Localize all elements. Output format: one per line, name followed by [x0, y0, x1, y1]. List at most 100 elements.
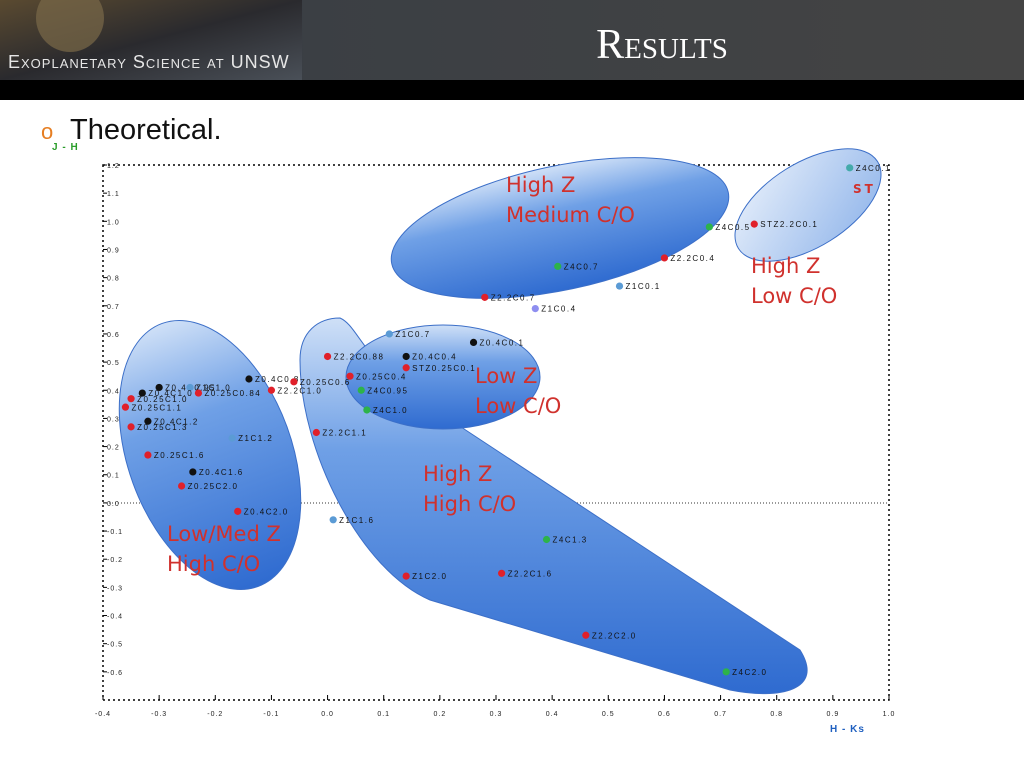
annotation: Low C/O: [751, 284, 837, 308]
slide-title: Results: [596, 22, 728, 68]
point-label: Z0.4C0.1: [480, 339, 525, 348]
point: [127, 423, 135, 431]
point: [660, 254, 669, 262]
point-label: Z0.4C2.0: [244, 507, 289, 516]
point-label: Z0.4C0.4: [412, 353, 457, 362]
point-label: Z1C1.6: [339, 516, 374, 525]
annotation: Medium C/O: [506, 203, 635, 227]
y-tick-label: 0.7: [107, 304, 120, 311]
point: [155, 383, 163, 392]
annotation: High Z: [751, 254, 820, 278]
y-tick-label: 0.2: [107, 445, 120, 452]
x-tick-label: 0.3: [490, 711, 503, 718]
point-label: Z0.4C1.6: [199, 468, 244, 477]
point: [554, 262, 562, 270]
point-label: Z0.4C0.8: [255, 375, 300, 384]
point-label: Z0.25C1.6: [154, 451, 205, 460]
point: [385, 330, 393, 338]
y-tick-label: -0.4: [107, 614, 123, 621]
x-tick-label: 0.2: [433, 711, 446, 718]
point-label: Z1C0.1: [626, 282, 661, 291]
annotation: Low C/O: [475, 394, 561, 418]
point-label: Z4C0.95: [367, 386, 408, 395]
point: [144, 417, 152, 425]
region-low-med-z-high-co: [118, 319, 302, 591]
point: [402, 572, 410, 580]
y-tick-label: 1.2: [107, 163, 120, 170]
point: [498, 569, 506, 577]
point: [846, 164, 854, 172]
point-label: Z0.25C0.84: [204, 389, 261, 398]
header-stripe: [0, 80, 1024, 100]
point: [705, 223, 713, 231]
point-label: Z1C1.2: [238, 434, 273, 443]
x-tick-label: 0.6: [658, 711, 671, 718]
point-label: Z4C0.1: [856, 164, 891, 173]
point: [245, 375, 253, 383]
point: [481, 293, 489, 301]
point-label: Z0.25C1.0: [137, 395, 188, 404]
y-tick-label: -0.2: [107, 557, 123, 564]
y-tick-label: 1.0: [107, 219, 120, 226]
y-tick-label: 1.1: [107, 191, 120, 198]
point-label: Z0.4C1.2: [154, 417, 199, 426]
point-label: Z0.25C0.4: [356, 372, 407, 381]
point: [722, 668, 730, 676]
y-tick-label: -0.3: [107, 585, 123, 592]
point-label: Z1C0.4: [541, 305, 576, 314]
annotation: ST: [853, 182, 876, 196]
annotation: High Z: [506, 173, 575, 197]
bullet-text: Theoretical.: [70, 114, 222, 146]
y-tick-label: 0.3: [107, 416, 120, 423]
point: [290, 378, 298, 386]
point: [402, 364, 410, 372]
point: [329, 516, 337, 524]
point: [357, 386, 365, 394]
point: [186, 383, 194, 392]
point: [531, 305, 539, 313]
point-label: Z4C0.5: [715, 223, 750, 232]
point-label: Z0.25C1.1: [131, 403, 182, 412]
point: [323, 352, 332, 361]
annotation: Low Z: [475, 364, 537, 388]
point-label: Z2.2C1.0: [277, 386, 322, 395]
point: [178, 482, 186, 490]
x-tick-label: 1.0: [883, 711, 896, 718]
point-label: Z0.4C1.0: [148, 389, 193, 398]
point: [346, 372, 354, 380]
point: [402, 352, 410, 361]
y-tick-label: 0.1: [107, 473, 120, 480]
point-label: Z0.25C0.6: [300, 378, 351, 387]
point: [228, 434, 236, 442]
point-label: STZ2.2C0.1: [760, 220, 818, 229]
region-high-z-medium-co: [390, 157, 730, 299]
annotation: Low/Med Z: [167, 522, 281, 546]
y-tick-label: 0.8: [107, 276, 120, 283]
point: [312, 428, 320, 437]
x-tick-label: 0.9: [826, 711, 839, 718]
point: [144, 451, 152, 459]
point-label: Z4C1.3: [553, 536, 588, 545]
logo-text: Exoplanetary Science at UNSW: [8, 52, 290, 72]
point: [542, 535, 551, 544]
x-tick-label: 0.5: [602, 711, 615, 718]
annotation: High C/O: [423, 492, 516, 516]
x-tick-label: -0.4: [95, 711, 111, 718]
x-axis-label: H - Ks: [830, 724, 865, 735]
logo-planet: [36, 0, 104, 52]
region-low-z-low-co: [345, 324, 541, 430]
point: [189, 468, 197, 476]
point-label: Z2.2C1.1: [322, 429, 367, 438]
point: [121, 403, 130, 411]
point-label: Z2.2C0.7: [491, 293, 536, 302]
point: [138, 389, 146, 397]
point: [615, 282, 624, 290]
point: [127, 395, 135, 403]
x-tick-label: 0.7: [714, 711, 727, 718]
y-tick-label: -0.6: [107, 670, 123, 677]
point-label: Z4C2.0: [732, 668, 767, 677]
y-tick-label: 0.5: [107, 360, 120, 367]
point: [194, 389, 203, 397]
y-tick-label: -0.5: [107, 642, 123, 649]
point-label: STZ0.25C0.1: [412, 364, 476, 373]
